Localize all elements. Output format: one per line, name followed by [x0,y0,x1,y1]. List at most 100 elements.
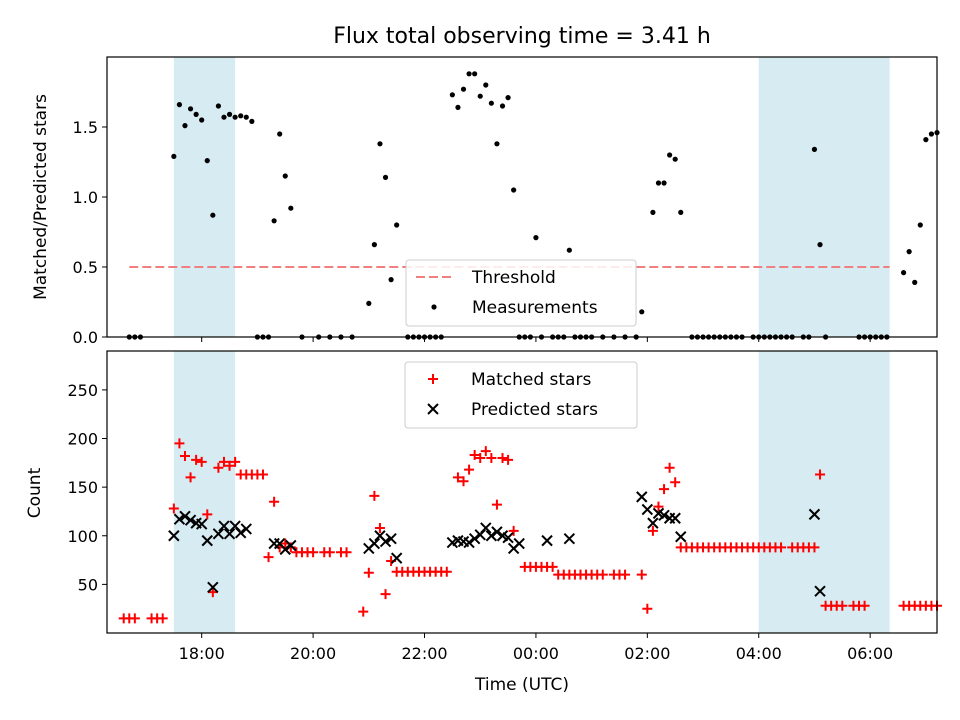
bottom-series-0-point-15 [218,456,229,467]
bottom-series-0-point-59 [491,499,502,510]
top-shaded-region-0 [173,57,236,337]
top-panel: 0.0 0.5 1.0 1.5 Threshold Measurements [73,56,940,347]
bottom-xtick-label-5: 04:00 [736,644,782,663]
bottom-series-0-point-112 [815,469,826,480]
top-series-0-point-49 [483,82,489,88]
bottom-series-0-point-56 [475,452,486,463]
bottom-series-0-point-13 [207,587,218,598]
top-series-0-point-73 [650,209,656,215]
bottom-series-0-point-62 [508,525,519,536]
top-series-0-point-54 [511,187,517,193]
top-series-0-point-33 [382,174,389,180]
bottom-xtick-label-0: 18:00 [179,644,225,663]
top-series-0-point-76 [667,152,673,158]
bottom-series-0-point-12 [202,509,213,520]
top-series-0-point-32 [377,141,383,147]
bottom-series-1-point-8 [212,528,225,540]
top-series-0-point-34 [388,277,394,283]
top-series-0-point-53 [505,95,511,101]
bottom-xtick-label-1: 20:00 [290,644,336,663]
bottom-series-1-point-32 [491,526,503,538]
bottom-series-1-point-5 [195,518,208,530]
bottom-series-0-point-83 [647,525,658,536]
top-series-0-point-46 [466,71,472,77]
top-series-0-point-100 [817,242,823,248]
top-ytick-label-1: 0.5 [73,258,98,277]
top-series-0-point-113 [928,131,935,137]
bottom-series-1-point-7 [207,581,219,594]
bottom-series-0-point-9 [185,472,196,483]
bottom-series-0-point-106 [776,542,787,553]
bottom-series-0-point-119 [859,600,870,611]
bottom-series-0-point-33 [324,547,335,558]
top-series-0-point-23 [282,173,288,179]
bottom-shaded-region-0 [173,351,236,633]
top-legend-label-0: Threshold [471,268,556,288]
bottom-xtick-label-4: 02:00 [624,644,670,663]
bottom-series-1-point-21 [379,535,392,548]
bottom-series-0-point-22 [257,469,268,480]
bottom-series-1-point-43 [658,509,670,522]
bottom-series-0-point-35 [341,547,352,558]
bottom-series-0-point-80 [620,569,631,580]
top-series-0-point-24 [288,205,294,211]
bottom-series-1-point-0 [168,530,180,542]
bottom-series-0-point-36 [358,606,369,617]
bottom-series-1-point-34 [502,531,514,544]
bottom-panel: 50 100 150 200 250 18:00 20:00 22:00 00:00 02:00 0… [67,350,942,663]
top-series-0-point-77 [672,156,678,162]
top-y-axis-label: Matched/Predicted stars [31,94,51,300]
top-series-0-point-51 [494,141,500,147]
bottom-ytick-label-4: 250 [67,381,98,400]
bottom-series-0-point-14 [213,462,224,473]
bottom-legend-marker-1 [427,403,439,415]
bottom-series-1-point-48 [814,585,826,597]
bottom-series-0-point-68 [547,561,558,572]
bottom-xtick-label-2: 22:00 [401,644,447,663]
top-series-0-point-12 [221,114,227,120]
top-series-0-point-78 [678,209,684,215]
bottom-series-0-point-16 [224,460,235,471]
bottom-series-0-point-5 [157,613,168,624]
bottom-series-0-point-38 [369,490,380,501]
bottom-series-1-point-2 [179,510,191,523]
bottom-series-1-point-9 [218,520,230,532]
bottom-legend-label-1: Predicted stars [471,400,598,420]
top-series-0-point-5 [182,123,188,129]
bottom-series-0-point-61 [503,454,514,465]
bottom-series-0-point-23 [263,552,274,563]
bottom-series-0-point-10 [191,454,202,465]
top-ytick-label-2: 1.0 [73,188,98,207]
top-series-0-point-75 [661,180,667,186]
top-series-0-point-48 [477,93,483,99]
bottom-ytick-label-1: 100 [67,527,98,546]
top-series-0-point-111 [917,222,923,228]
bottom-series-1-point-39 [636,491,648,503]
chart-title: Flux total observing time = 3.41 h [333,24,711,49]
bottom-xtick-label-6: 06:00 [847,644,893,663]
bottom-series-0-point-37 [363,567,374,578]
bottom-series-0-point-17 [230,456,241,467]
top-series-0-point-47 [472,71,478,77]
bottom-legend-box [404,361,638,429]
top-series-0-point-45 [460,86,467,92]
top-series-0-point-16 [243,114,249,120]
bottom-series-0-point-39 [374,522,385,533]
bottom-series-0-point-57 [480,446,491,457]
bottom-series-1-point-28 [468,532,481,545]
bottom-series-0-point-86 [664,462,675,473]
top-series-0-point-7 [193,111,199,117]
bottom-series-1-point-40 [641,503,654,516]
bottom-series-0-point-51 [441,566,452,577]
bottom-ytick-label-0: 50 [78,575,98,594]
top-series-0-point-110 [912,279,918,285]
top-series-0-point-8 [199,117,205,123]
bottom-series-0-point-55 [469,450,480,461]
top-ytick-label-0: 0.0 [73,328,98,347]
bottom-series-1-point-23 [390,552,403,564]
bottom-series-1-point-31 [485,530,498,542]
bottom-legend-label-0: Matched stars [471,370,591,390]
top-series-0-point-11 [215,103,222,109]
bottom-series-1-point-17 [285,539,297,552]
